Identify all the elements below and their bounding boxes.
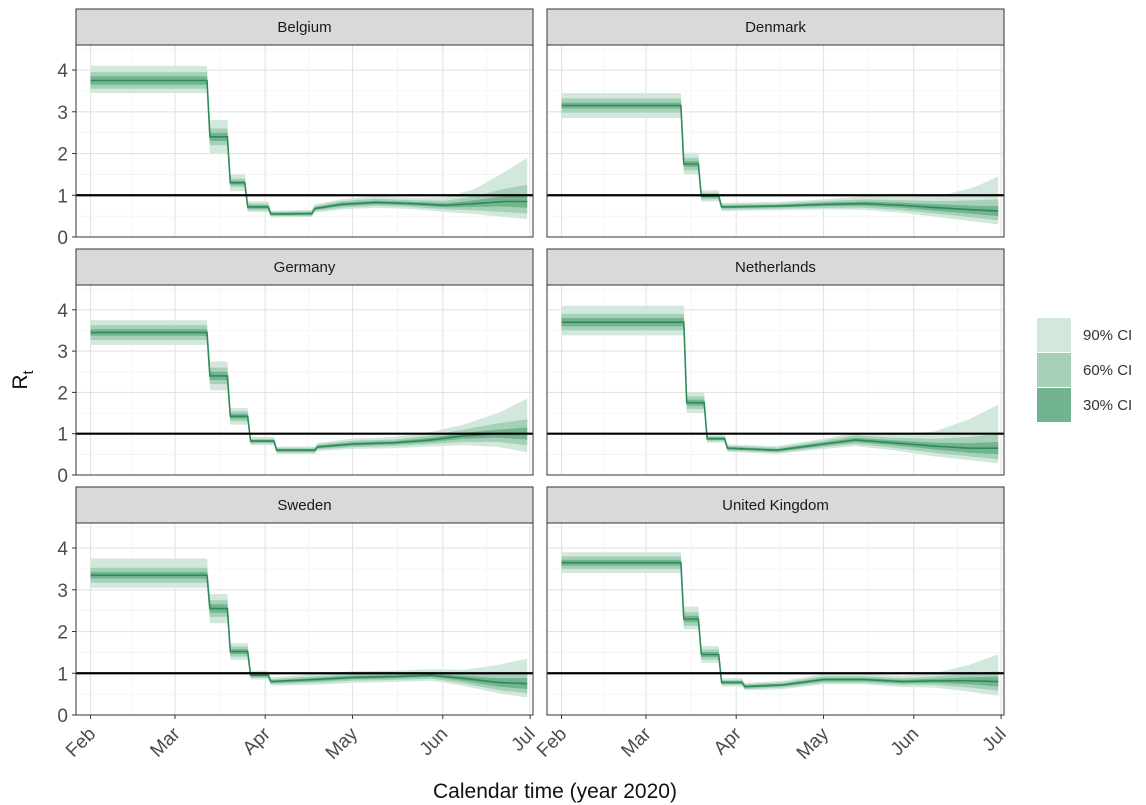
- x-tick-label: Feb: [533, 724, 571, 762]
- legend-key-0: [1037, 318, 1071, 352]
- y-axis-title: Rt: [9, 370, 37, 390]
- y-axis-title-subscript: t: [20, 370, 37, 375]
- legend-key-2: [1037, 388, 1071, 422]
- x-tick-label: Jun: [887, 724, 924, 761]
- facet-denmark: Denmark: [546, 8, 1005, 238]
- facet-strip: [75, 8, 534, 46]
- x-tick-label: Mar: [618, 723, 656, 761]
- facet-sweden: Sweden 0 1 2 3 4 Feb Mar Apr May Jun Jul: [57, 486, 540, 764]
- y-tick-label: 0: [57, 466, 68, 487]
- x-tick-label: Jul: [508, 724, 540, 756]
- y-tick-label: 4: [57, 539, 68, 560]
- panel-border: [75, 522, 534, 716]
- legend: 90% CI 60% CI 30% CI: [1037, 318, 1132, 422]
- y-tick-label: 1: [57, 425, 68, 446]
- median-line: [561, 561, 999, 688]
- y-tick-label: 4: [57, 61, 68, 82]
- facet-strip: [75, 248, 534, 286]
- facet-title: United Kingdom: [722, 497, 829, 514]
- y-tick-label: 2: [57, 145, 68, 166]
- legend-label: 60% CI: [1083, 362, 1132, 379]
- facet-title: Germany: [274, 259, 336, 276]
- median-line: [90, 574, 528, 685]
- y-tick-label: 1: [57, 186, 68, 207]
- median-line: [561, 321, 999, 452]
- x-axis-title: Calendar time (year 2020): [433, 780, 677, 803]
- x-tick-label: Jul: [979, 724, 1011, 756]
- band-ci60: [561, 556, 999, 691]
- y-tick-label: 1: [57, 664, 68, 685]
- facet-strip: [546, 8, 1005, 46]
- facet-united-kingdom: United Kingdom Feb Mar Apr May Jun Jul: [533, 486, 1011, 764]
- x-tick-label: Jun: [416, 724, 453, 761]
- panel-border: [75, 44, 534, 238]
- band-ci30: [90, 76, 528, 216]
- panel-border: [546, 522, 1005, 716]
- legend-label: 90% CI: [1083, 327, 1132, 344]
- median-line: [561, 104, 999, 212]
- legend-label: 30% CI: [1083, 397, 1132, 414]
- x-tick-label: May: [793, 723, 834, 764]
- facet-netherlands: Netherlands: [546, 248, 1005, 476]
- band-ci30: [90, 571, 528, 690]
- y-tick-label: 3: [57, 342, 68, 363]
- panel-border: [75, 284, 534, 476]
- median-line: [90, 79, 528, 215]
- panel-border: [546, 284, 1005, 476]
- panel-border: [546, 44, 1005, 238]
- facet-germany: Germany 0 1 2 3 4: [57, 248, 534, 487]
- y-tick-label: 4: [57, 301, 68, 322]
- y-tick-label: 3: [57, 103, 68, 124]
- facet-strip: [546, 248, 1005, 286]
- legend-key-1: [1037, 353, 1071, 387]
- x-tick-label: May: [322, 723, 363, 764]
- facet-strip: [75, 486, 534, 524]
- x-tick-label: Apr: [710, 723, 746, 759]
- facet-strip: [546, 486, 1005, 524]
- facet-title: Denmark: [745, 19, 806, 36]
- x-tick-label: Mar: [147, 723, 185, 761]
- facet-title: Belgium: [277, 19, 331, 36]
- x-tick-label: Apr: [239, 723, 275, 759]
- y-tick-label: 3: [57, 581, 68, 602]
- x-tick-label: Feb: [62, 724, 100, 762]
- y-tick-label: 2: [57, 383, 68, 404]
- facet-belgium: Belgium 0 1 2 3 4: [57, 8, 534, 249]
- y-tick-label: 0: [57, 706, 68, 727]
- panel-background: [76, 523, 533, 715]
- median-line: [90, 331, 528, 451]
- y-tick-label: 2: [57, 623, 68, 644]
- axis-layer: Calendar time (year 2020) Rt: [9, 370, 677, 804]
- panels-layer: Belgium 0 1 2 3 4 Denmark Germany 0 1 2 3 4 Netherlan…: [57, 8, 1011, 764]
- facet-title: Netherlands: [735, 259, 816, 276]
- band-ci60: [90, 325, 528, 453]
- y-axis-title-main: R: [9, 375, 32, 390]
- facet-title: Sweden: [277, 497, 331, 514]
- y-tick-label: 0: [57, 228, 68, 249]
